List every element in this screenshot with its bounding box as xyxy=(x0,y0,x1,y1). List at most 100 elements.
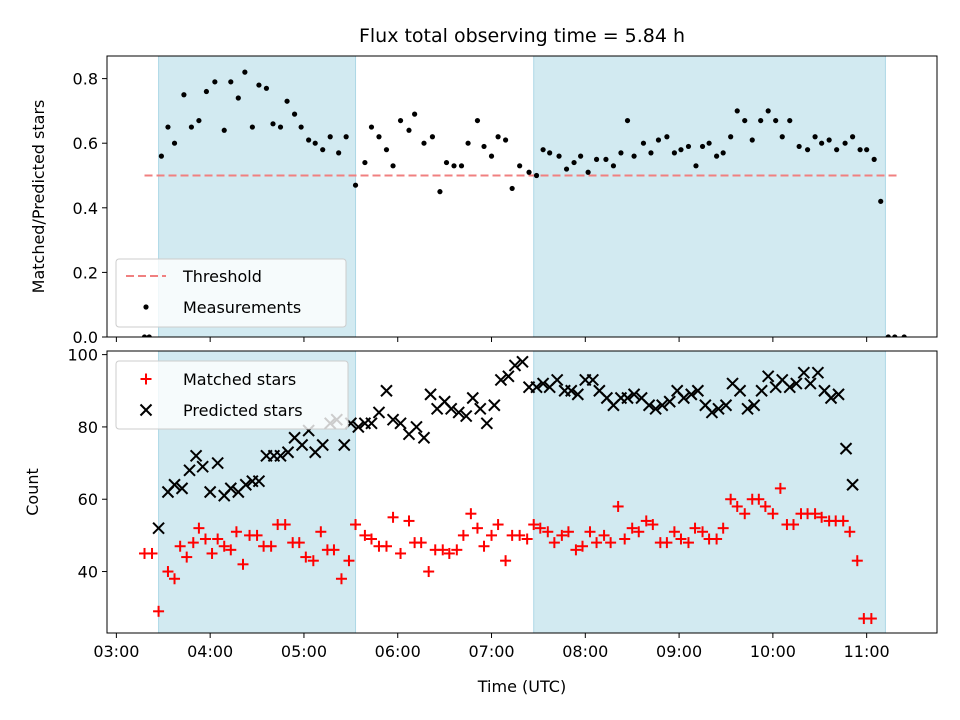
matched-star-point xyxy=(548,537,560,549)
predicted-star-point xyxy=(685,388,698,401)
measurement-point xyxy=(158,153,164,159)
measurement-point xyxy=(181,92,187,98)
matched-star-point xyxy=(500,555,512,567)
matched-star-point xyxy=(647,519,659,531)
measurement-point xyxy=(610,163,617,169)
predicted-star-point xyxy=(386,413,400,426)
matched-star-point xyxy=(478,540,490,552)
measurement-point xyxy=(787,117,793,124)
matched-star-point xyxy=(591,537,603,549)
matched-star-point xyxy=(307,555,319,567)
measurement-point xyxy=(892,334,898,337)
measurement-point xyxy=(397,117,404,124)
measurement-point xyxy=(421,140,427,146)
predicted-star-point xyxy=(691,384,705,397)
predicted-star-point xyxy=(761,370,775,383)
y-tick-label: 100 xyxy=(67,346,98,365)
matched-star-point xyxy=(619,533,631,545)
predicted-star-point xyxy=(480,417,494,430)
measurement-point xyxy=(517,163,523,169)
measurement-point xyxy=(749,137,755,143)
measurement-point xyxy=(878,198,884,204)
measurement-point xyxy=(571,159,577,166)
legend-predicted-swatch xyxy=(139,403,153,417)
y-tick-label: 0.8 xyxy=(73,70,98,89)
matched-star-point xyxy=(457,529,469,541)
measurement-point xyxy=(742,117,748,124)
matched-star-point xyxy=(837,515,849,527)
top-panel: 0.0 0.2 0.4 0.6 0.8 Matched/Predicted stars Th… xyxy=(29,55,938,347)
matched-star-point xyxy=(395,547,407,559)
y-axis-label: Count xyxy=(23,468,42,516)
x-tick-label: 04:00 xyxy=(187,642,233,661)
matched-star-point xyxy=(675,533,687,545)
measurement-point xyxy=(804,147,811,153)
legend-matched-swatch xyxy=(140,373,152,385)
predicted-star-point xyxy=(316,438,329,452)
predicted-star-point xyxy=(410,420,423,434)
matched-star-point xyxy=(415,537,427,549)
predicted-star-point xyxy=(747,399,761,412)
measurement-point xyxy=(664,134,670,140)
measurement-point xyxy=(390,163,396,169)
measurement-point xyxy=(631,153,637,159)
matched-star-point xyxy=(514,529,526,541)
matched-star-point xyxy=(562,526,574,538)
matched-star-point xyxy=(492,519,504,531)
measurement-point xyxy=(533,172,540,179)
matched-star-point xyxy=(451,544,463,556)
measurement-point xyxy=(618,150,624,156)
matched-star-point xyxy=(365,533,377,545)
matched-star-point xyxy=(300,551,312,563)
measurement-point xyxy=(362,159,368,166)
matched-star-point xyxy=(640,515,652,527)
matched-star-point xyxy=(486,529,498,541)
measurement-point xyxy=(765,108,771,114)
matched-star-point xyxy=(576,540,588,552)
matched-star-point xyxy=(816,511,828,523)
predicted-star-point xyxy=(508,359,522,372)
predicted-star-point xyxy=(530,380,543,394)
predicted-star-point xyxy=(586,373,600,387)
measurement-point xyxy=(165,124,171,130)
measurement-point xyxy=(585,169,591,175)
matched-star-point xyxy=(212,533,224,545)
bottom-legend: Matched stars Predicted stars xyxy=(115,360,349,430)
measurement-point xyxy=(383,147,390,153)
measurement-point xyxy=(812,134,818,140)
matched-star-point xyxy=(465,508,477,520)
predicted-star-point xyxy=(152,521,165,535)
matched-star-point xyxy=(633,526,645,538)
matched-star-point xyxy=(230,526,242,538)
matched-star-point xyxy=(725,493,737,505)
matched-star-point xyxy=(534,522,546,534)
shaded-interval-2 xyxy=(533,350,886,634)
measurement-point xyxy=(212,79,218,85)
predicted-star-point xyxy=(783,380,796,394)
measurement-point xyxy=(249,124,255,130)
legend-measurements-label: Measurements xyxy=(183,298,301,317)
predicted-star-point xyxy=(189,449,203,463)
measurement-point xyxy=(728,134,734,140)
measurement-point xyxy=(196,117,202,124)
x-tick-label: 08:00 xyxy=(562,642,608,661)
matched-star-point xyxy=(206,547,218,559)
measurement-point xyxy=(901,334,907,337)
matched-star-point xyxy=(809,508,821,520)
measurement-point xyxy=(327,134,333,140)
measurement-point xyxy=(819,140,825,146)
matched-star-point xyxy=(162,566,174,578)
matched-star-point xyxy=(343,555,355,567)
shaded-interval-2 xyxy=(533,55,886,338)
measurement-point xyxy=(284,98,290,104)
predicted-star-point xyxy=(677,391,690,405)
matched-star-point xyxy=(153,605,165,617)
measurement-point xyxy=(547,150,553,156)
matched-star-point xyxy=(471,522,483,534)
matched-star-point xyxy=(739,508,751,520)
matched-star-point xyxy=(661,537,673,549)
matched-star-point xyxy=(335,573,347,585)
predicted-star-point xyxy=(627,388,641,401)
matched-star-point xyxy=(753,493,765,505)
matched-star-point xyxy=(169,573,181,585)
